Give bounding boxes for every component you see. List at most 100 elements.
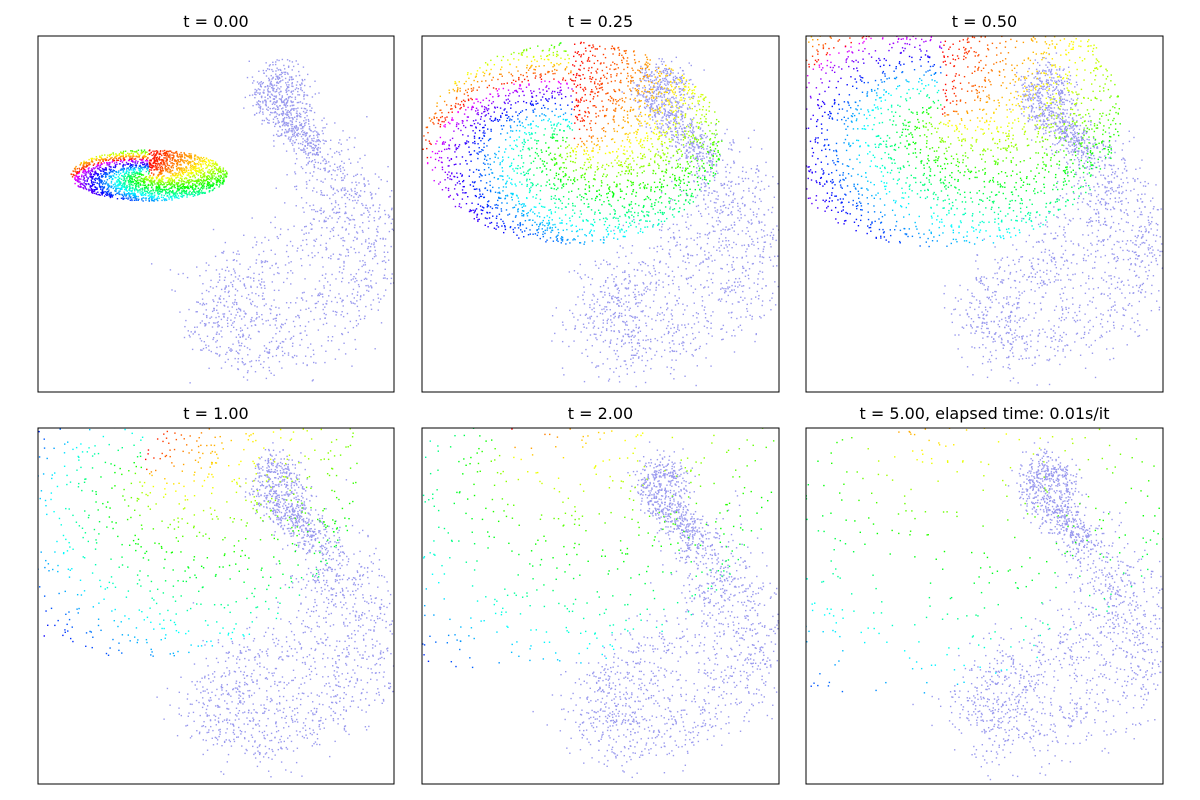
source-point	[99, 159, 101, 161]
target-point	[772, 236, 774, 239]
target-point	[219, 301, 222, 304]
target-point	[725, 331, 728, 333]
target-point	[224, 241, 227, 244]
target-point	[261, 95, 263, 98]
target-point	[236, 290, 239, 292]
target-point	[377, 297, 380, 299]
source-point	[166, 171, 169, 173]
source-point	[160, 171, 162, 173]
target-point	[702, 152, 704, 155]
target-point	[267, 90, 269, 93]
source-point	[114, 165, 117, 168]
target-point	[290, 123, 292, 126]
target-point	[317, 139, 320, 141]
target-point	[286, 244, 288, 247]
source-point	[165, 191, 167, 193]
target-point	[714, 207, 716, 209]
source-point	[121, 188, 123, 190]
target-point	[208, 367, 210, 370]
source-point	[185, 154, 188, 156]
source-point	[145, 158, 148, 161]
target-point	[733, 142, 735, 144]
target-point	[352, 278, 354, 280]
source-point	[128, 176, 131, 178]
source-point	[164, 190, 167, 192]
target-point	[308, 135, 311, 138]
target-point	[270, 93, 273, 95]
target-point	[370, 274, 373, 276]
source-point	[137, 183, 139, 185]
source-point	[194, 167, 196, 169]
source-point	[197, 164, 200, 166]
target-point	[297, 132, 299, 135]
target-point	[339, 266, 341, 269]
source-point	[154, 160, 156, 163]
target-point	[281, 367, 283, 369]
target-point	[635, 302, 638, 304]
target-point	[691, 124, 693, 126]
target-point	[670, 327, 672, 330]
source-point	[155, 177, 158, 180]
target-point	[306, 132, 308, 134]
target-point	[266, 351, 268, 353]
source-point	[166, 159, 168, 162]
source-point	[175, 150, 178, 153]
target-point	[305, 121, 307, 124]
source-point	[145, 155, 147, 158]
target-point	[600, 263, 602, 265]
source-point	[214, 163, 216, 165]
source-point	[160, 194, 163, 196]
target-point	[286, 86, 289, 88]
target-point	[706, 148, 708, 150]
target-point	[344, 211, 347, 213]
target-point	[272, 85, 274, 87]
source-point	[112, 166, 115, 168]
source-point	[131, 173, 133, 175]
target-point	[579, 276, 582, 278]
source-point	[190, 158, 192, 160]
target-point	[230, 348, 232, 350]
target-point	[303, 94, 306, 96]
source-point	[175, 160, 178, 162]
source-point	[167, 180, 169, 182]
target-point	[696, 172, 698, 175]
target-point	[313, 171, 315, 173]
target-point	[355, 231, 358, 233]
target-point	[238, 342, 240, 344]
target-point	[384, 238, 387, 240]
target-point	[275, 101, 277, 104]
target-point	[604, 291, 606, 294]
target-point	[322, 303, 324, 306]
source-point	[132, 153, 135, 155]
source-point	[153, 179, 156, 182]
target-point	[703, 134, 705, 137]
target-point	[587, 276, 590, 278]
target-point	[249, 94, 251, 97]
target-point	[722, 228, 724, 231]
target-point	[295, 302, 297, 304]
source-point	[121, 161, 124, 163]
source-point	[128, 174, 130, 177]
target-point	[317, 300, 319, 303]
target-point	[255, 318, 257, 320]
source-point	[105, 167, 107, 169]
source-point	[132, 169, 135, 171]
source-point	[169, 150, 171, 152]
target-point	[368, 250, 371, 253]
target-point	[348, 193, 351, 196]
target-point	[333, 211, 335, 214]
source-point	[199, 182, 202, 184]
source-point	[148, 179, 150, 182]
source-point	[114, 156, 116, 158]
target-point	[265, 347, 267, 349]
source-point	[154, 159, 157, 161]
target-point	[272, 318, 275, 320]
target-point	[635, 385, 637, 388]
target-point	[246, 327, 249, 329]
source-point	[152, 184, 154, 186]
source-point	[113, 172, 116, 175]
source-point	[194, 166, 196, 168]
source-point	[135, 155, 137, 158]
source-point	[100, 157, 103, 159]
source-point	[131, 150, 133, 152]
